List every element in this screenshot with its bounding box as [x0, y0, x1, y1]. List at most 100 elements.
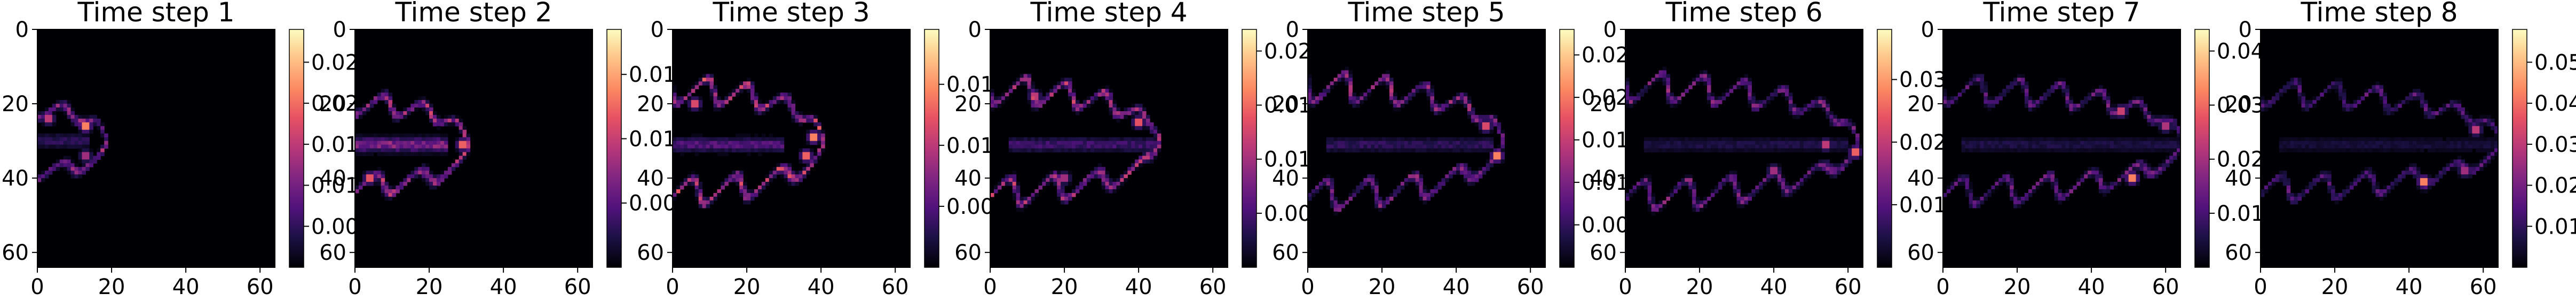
heatmap-cell [1826, 111, 1830, 115]
heatmap-cell [1423, 89, 1427, 93]
heatmap-cell [414, 167, 418, 171]
heatmap-cell [2173, 144, 2177, 149]
heatmap-cell [2154, 167, 2159, 171]
heatmap-cell [2024, 85, 2029, 89]
heatmap-cell [2106, 189, 2111, 194]
x-tick-label: 40 [490, 275, 517, 299]
heatmap-cell [1434, 144, 1438, 149]
heatmap-cell [2169, 156, 2174, 160]
heatmap-cell [1460, 144, 1464, 149]
heatmap-cell [1038, 104, 1042, 108]
heatmap-cell [2088, 96, 2092, 101]
heatmap-cell [2021, 74, 2025, 78]
heatmap-image [673, 29, 910, 267]
heatmap-cell [2279, 174, 2283, 179]
heatmap-cell [813, 152, 818, 156]
heatmap-cell [757, 152, 762, 156]
heatmap-cell [2427, 114, 2432, 119]
heatmap-cell [728, 96, 732, 101]
heatmap-cell [2013, 141, 2018, 145]
heatmap-cell [1625, 92, 1630, 97]
heatmap-cell [1629, 96, 1633, 101]
heatmap-cell [1367, 92, 1371, 97]
heatmap-cell [1788, 137, 1793, 142]
heatmap-cell [358, 133, 363, 138]
heatmap-cell [2091, 141, 2096, 145]
heatmap-cell [2416, 182, 2421, 186]
heatmap-cell [1068, 92, 1072, 97]
heatmap-cell [1330, 178, 1334, 182]
heatmap-cell [691, 100, 696, 104]
heatmap-cell [1061, 196, 1065, 201]
heatmap-cell [2143, 114, 2148, 119]
heatmap-cell [1740, 81, 1745, 86]
heatmap-cell [1389, 144, 1394, 149]
heatmap-cell [2405, 171, 2409, 175]
heatmap-cell [1097, 148, 1102, 153]
heatmap-cell [1460, 148, 1464, 153]
heatmap-cell [1371, 178, 1375, 182]
heatmap-cell [455, 114, 460, 119]
heatmap-cell [358, 148, 363, 153]
heatmap-cell [2309, 137, 2313, 142]
heatmap-cell [1112, 186, 1117, 190]
heatmap-cell [1692, 196, 1696, 201]
heatmap-cell [1135, 111, 1139, 115]
heatmap-cell [2338, 85, 2343, 89]
heatmap-cell [1097, 92, 1102, 97]
heatmap-cell [82, 137, 86, 142]
heatmap-cell [736, 89, 740, 93]
heatmap-cell [1969, 186, 1973, 190]
heatmap-cell [1308, 78, 1312, 82]
heatmap-cell [1733, 174, 1737, 179]
heatmap-cell [56, 144, 60, 149]
heatmap-cell [1688, 189, 1693, 194]
heatmap-cell [2286, 144, 2291, 149]
heatmap-cell [2342, 192, 2346, 197]
heatmap-cell [2290, 192, 2295, 197]
heatmap-cell [1374, 196, 1379, 201]
heatmap-cell [1632, 100, 1637, 104]
heatmap-cell [1101, 178, 1106, 182]
heatmap-cell [687, 174, 692, 179]
heatmap-cell [1426, 89, 1431, 93]
heatmap-cell [1807, 137, 1812, 142]
heatmap-cell [1404, 148, 1409, 153]
heatmap-cell [795, 171, 799, 175]
heatmap-cell [1500, 148, 1505, 153]
heatmap-cell [687, 96, 692, 101]
y-tick-label: 40 [954, 166, 982, 191]
heatmap-cell [1419, 141, 1424, 145]
heatmap-cell [429, 133, 433, 138]
heatmap-cell [813, 156, 818, 160]
heatmap-cell [2143, 141, 2148, 145]
heatmap-cell [2431, 144, 2436, 149]
heatmap-cell [1965, 148, 1970, 153]
heatmap-cell [784, 100, 788, 104]
heatmap-cell [2472, 133, 2476, 138]
heatmap-cell [1057, 148, 1061, 153]
heatmap-cell [2028, 189, 2033, 194]
heatmap-cell [2050, 148, 2055, 153]
heatmap-cell [1105, 186, 1110, 190]
heatmap-cell [451, 167, 456, 171]
heatmap-cell [1315, 96, 1319, 101]
heatmap-cell [2084, 171, 2088, 175]
heatmap-cell [1471, 114, 1475, 119]
heatmap-cell [399, 152, 404, 156]
heatmap-cell [721, 148, 725, 153]
heatmap-cell [1629, 104, 1633, 108]
x-tick-label: 60 [247, 275, 274, 299]
heatmap-cell [1094, 141, 1099, 145]
heatmap-cell [2106, 137, 2111, 142]
heatmap-cell [802, 174, 807, 179]
heatmap-cell [694, 137, 699, 142]
heatmap-cell [1629, 100, 1633, 104]
heatmap-cell [1467, 137, 1472, 142]
heatmap-cell [679, 96, 684, 101]
heatmap-cell [1012, 144, 1017, 149]
heatmap-cell [1337, 74, 1342, 78]
heatmap-cell [85, 118, 90, 123]
heatmap-cell [2379, 92, 2384, 97]
heatmap-cell [754, 100, 758, 104]
